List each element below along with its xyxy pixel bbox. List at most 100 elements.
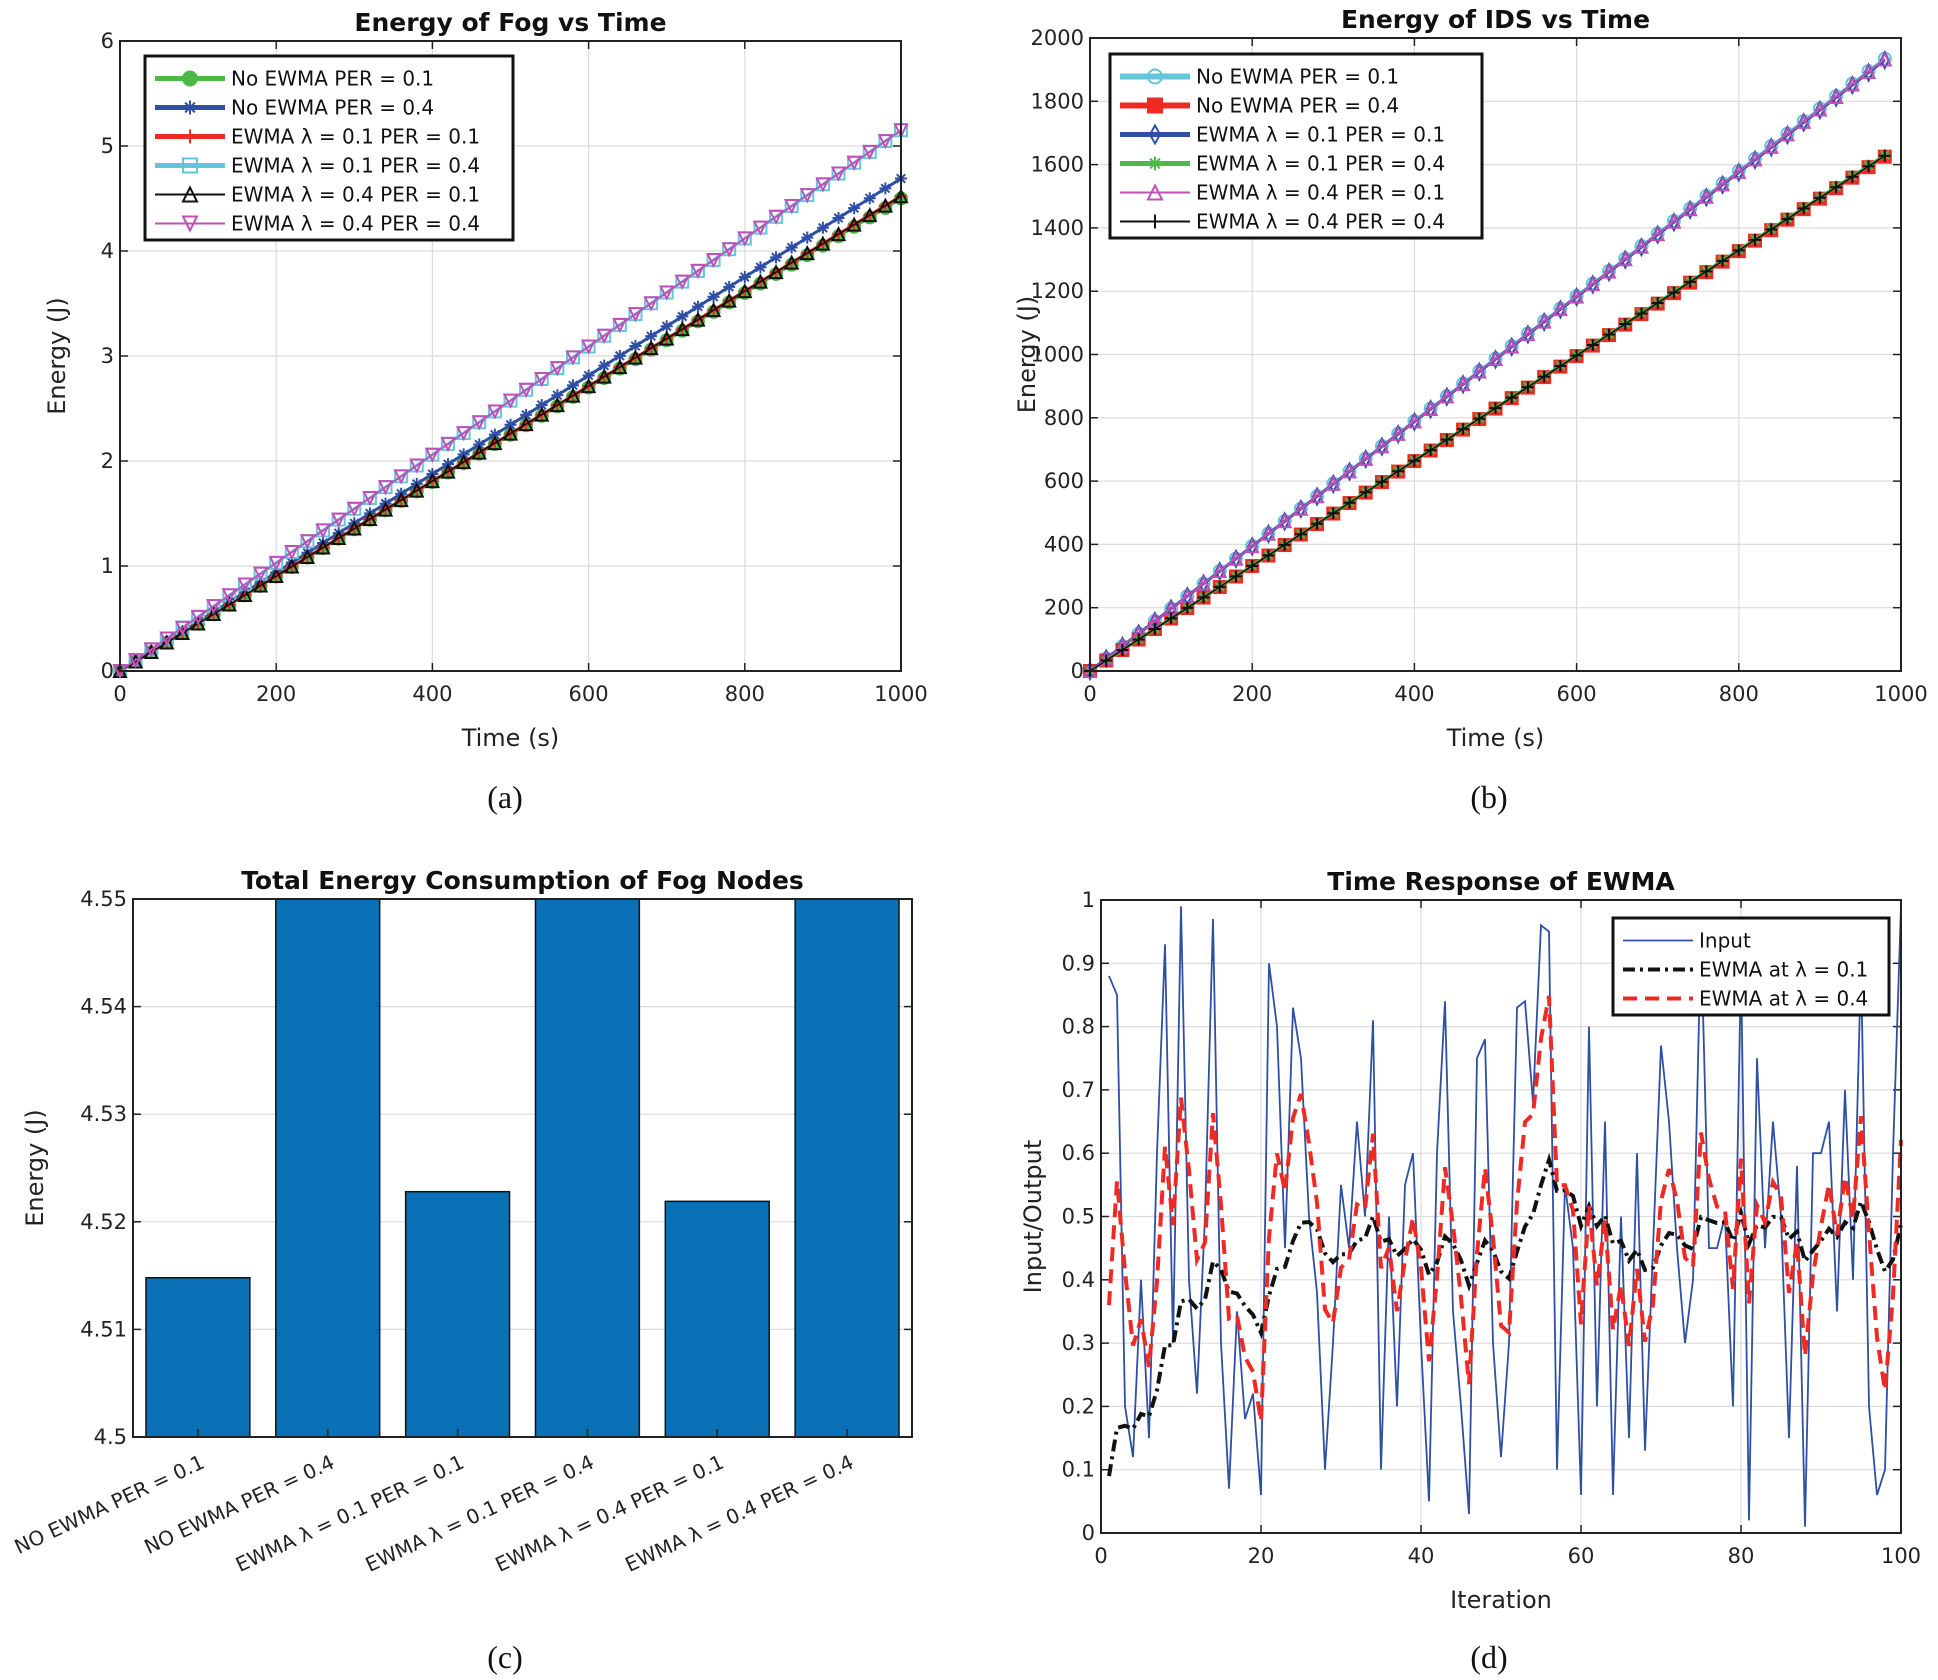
legend: No EWMA PER = 0.1 No EWMA PER = 0.4 EWMA λ… — [1108, 52, 1484, 240]
legend-label: No EWMA PER = 0.4 — [231, 96, 434, 120]
y-tick-label: 200 — [1044, 596, 1084, 620]
marker — [1148, 622, 1161, 635]
chart-d: 0 0.1 0.2 0.3 0.4 0.5 0.6 0.7 0.8 0.9 1 0 20 40 60 80 10… — [1019, 867, 1921, 1675]
chart-a: 0 1 2 3 4 5 6 0 200 400 600 800 1000 Energy of Fog vs… — [43, 8, 928, 815]
marker — [1195, 575, 1212, 591]
marker — [502, 425, 519, 441]
marker — [1423, 400, 1439, 416]
y-tick-label: 1200 — [1031, 279, 1084, 303]
marker — [768, 209, 784, 226]
marker — [660, 320, 673, 333]
marker — [1862, 160, 1875, 173]
marker — [1165, 612, 1178, 625]
marker — [799, 188, 815, 204]
marker — [206, 605, 222, 622]
x-tick-label: 0 — [1094, 1544, 1107, 1568]
marker — [598, 359, 611, 372]
marker — [534, 406, 550, 422]
y-tick-label: 0 — [1082, 1521, 1095, 1545]
x-tick-label: 0 — [113, 682, 126, 706]
axes-frame — [132, 898, 913, 1438]
marker — [1212, 562, 1228, 579]
x-tick-label: 20 — [1248, 1544, 1275, 1568]
legend-label: EWMA λ = 0.1 PER = 0.1 — [1196, 123, 1445, 147]
y-tick-label: 0.1 — [1062, 1458, 1095, 1482]
marker — [676, 310, 689, 323]
y-axis-label: Energy (J) — [43, 297, 71, 414]
marker — [613, 349, 626, 362]
legend-item: EWMA λ = 0.4 PER = 0.1 — [1120, 181, 1445, 205]
marker — [471, 415, 487, 431]
marker — [1844, 76, 1860, 92]
y-tick-label: 1 — [101, 554, 114, 578]
marker — [1406, 413, 1423, 429]
marker — [1698, 188, 1714, 204]
marker — [1666, 213, 1682, 229]
marker — [862, 206, 878, 223]
marker — [268, 555, 284, 572]
marker — [1504, 338, 1520, 354]
chart-c: 4.5 4.51 4.52 4.53 4.54 4.55 Total Energy Cons… — [11, 866, 913, 1675]
marker — [629, 339, 642, 352]
marker — [1294, 528, 1307, 541]
legend-item: EWMA λ = 0.1 PER = 0.1 — [1120, 123, 1445, 147]
x-axis-label: Time (s) — [461, 724, 560, 752]
marker — [830, 166, 847, 182]
marker — [183, 129, 197, 144]
axes-frame — [1100, 899, 1902, 1534]
marker — [1682, 201, 1698, 217]
marker — [1197, 591, 1210, 604]
marker — [1536, 313, 1552, 329]
x-tick-label: EWMA λ = 0.4 PER = 0.4 — [621, 1450, 857, 1577]
y-tick-label: 0.2 — [1062, 1394, 1095, 1418]
marker — [691, 300, 704, 313]
marker — [738, 271, 751, 284]
legend-label: EWMA λ = 0.4 PER = 0.1 — [1196, 181, 1445, 205]
y-tick-label: 1000 — [1031, 343, 1084, 367]
y-tick-label: 0.7 — [1062, 1078, 1095, 1102]
y-tick-label: 6 — [101, 29, 114, 53]
marker — [1325, 475, 1341, 491]
marker — [1358, 450, 1374, 466]
marker — [362, 510, 378, 527]
y-tick-label: 1400 — [1031, 216, 1084, 240]
marker — [1520, 325, 1536, 342]
marker — [1732, 244, 1745, 257]
marker — [1246, 559, 1259, 572]
marker — [1148, 156, 1162, 171]
legend: Input EWMA at λ = 0.1 EWMA at λ = 0.4 — [1611, 916, 1891, 1017]
marker — [565, 350, 581, 366]
y-tick-label: 4.55 — [80, 887, 127, 911]
marker — [1747, 151, 1763, 167]
x-tick-label: EWMA λ = 0.1 PER = 0.4 — [362, 1450, 598, 1577]
marker — [487, 404, 503, 420]
marker — [534, 371, 550, 388]
marker — [1148, 214, 1162, 229]
y-tick-label: 4.54 — [80, 995, 127, 1019]
marker — [518, 415, 534, 432]
marker — [1147, 97, 1163, 114]
marker — [580, 377, 597, 394]
marker — [1440, 433, 1453, 446]
x-tick-label: 200 — [256, 682, 296, 706]
marker — [1213, 580, 1226, 593]
marker — [705, 253, 722, 269]
marker — [1568, 288, 1585, 304]
x-tick-label: EWMA λ = 0.4 PER = 0.1 — [491, 1450, 727, 1577]
marker — [377, 480, 394, 496]
marker — [1813, 191, 1826, 204]
legend-item: No EWMA PER = 0.4 — [1120, 94, 1399, 118]
legend-item: EWMA λ = 0.4 PER = 0.1 — [155, 183, 480, 207]
x-tick-label: 400 — [412, 682, 452, 706]
chart-title: Energy of IDS vs Time — [1341, 5, 1650, 34]
marker — [707, 290, 720, 303]
marker — [221, 588, 237, 604]
marker — [1327, 507, 1340, 520]
panel-caption: (b) — [1470, 779, 1507, 815]
legend-item: Input — [1623, 929, 1751, 953]
marker — [565, 387, 581, 403]
marker — [1700, 265, 1713, 278]
y-tick-label: 600 — [1044, 469, 1084, 493]
marker — [237, 586, 253, 603]
